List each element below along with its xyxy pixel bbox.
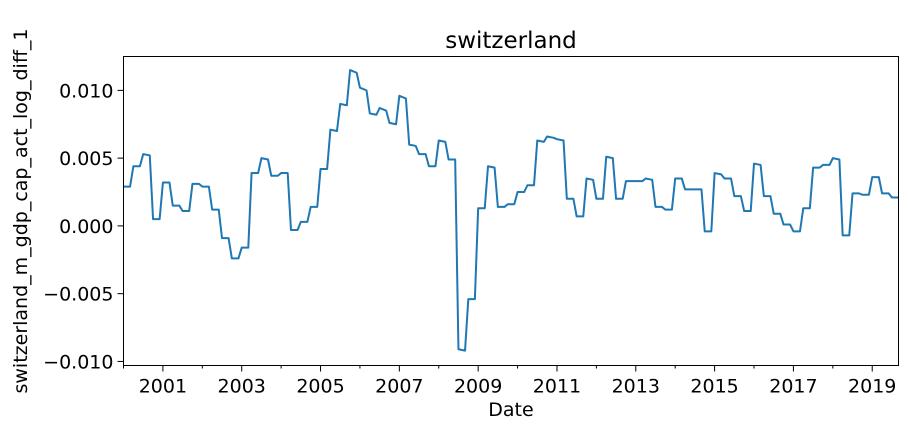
y-tick-label: 0.000 (59, 216, 113, 238)
x-tick-label: 2009 (454, 376, 502, 398)
y-tick-label: 0.010 (59, 80, 113, 102)
y-axis-label: switzerland_m_gdp_cap_act_log_diff_1 (10, 28, 32, 393)
x-tick-label: 2015 (690, 376, 738, 398)
x-tick-label: 2003 (218, 376, 266, 398)
x-tick-label: 2011 (533, 376, 581, 398)
x-tick-label: 2019 (848, 376, 896, 398)
x-axis-label: Date (488, 399, 533, 421)
x-tick-label: 2005 (296, 376, 344, 398)
y-tick-label: −0.010 (43, 351, 113, 373)
y-axis: −0.010 −0.005 0.000 0.005 0.010 (43, 80, 124, 373)
x-tick-label: 2017 (769, 376, 817, 398)
x-axis: 2001 2003 2005 2007 2009 2011 2013 2015 2017 2019 (123, 365, 896, 398)
plot-frame (123, 56, 899, 366)
x-tick-label: 2007 (375, 376, 423, 398)
x-tick-label: 2001 (139, 376, 187, 398)
y-tick-label: 0.005 (59, 148, 113, 170)
x-tick-label: 2013 (612, 376, 660, 398)
chart-title: switzerland (445, 28, 577, 54)
series-line (123, 69, 899, 352)
y-tick-label: −0.005 (43, 284, 113, 306)
